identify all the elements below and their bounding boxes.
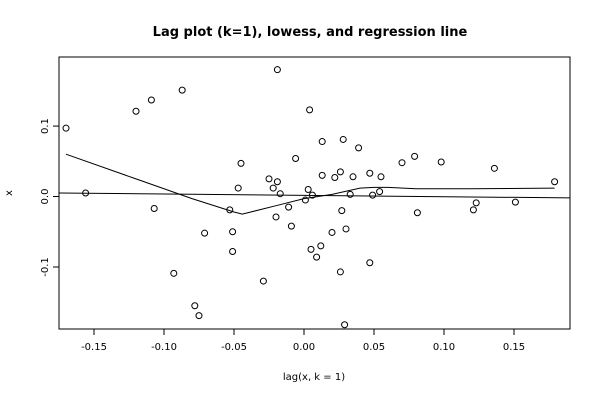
- data-point: [273, 66, 281, 74]
- regression-line: [58, 192, 571, 199]
- data-point: [195, 312, 203, 320]
- data-point: [259, 277, 267, 285]
- x-tick-label: 0.05: [363, 342, 385, 353]
- data-point: [276, 190, 284, 198]
- data-point: [318, 171, 326, 179]
- data-point: [377, 173, 385, 181]
- lowess-line: [65, 153, 555, 215]
- y-tick-label: 0.1: [40, 118, 51, 134]
- data-point: [328, 228, 336, 236]
- y-axis: -0.1 0.0 0.1: [40, 118, 60, 277]
- data-point: [147, 96, 155, 104]
- x-tick-label: 0.15: [503, 342, 525, 353]
- data-point: [229, 228, 237, 236]
- data-point: [304, 185, 312, 193]
- data-point: [472, 199, 480, 207]
- data-point: [346, 190, 354, 198]
- data-point: [366, 169, 374, 177]
- data-point: [366, 259, 374, 267]
- data-point: [191, 302, 199, 310]
- data-point: [229, 247, 237, 255]
- data-point: [308, 191, 316, 199]
- data-point: [287, 222, 295, 230]
- x-tick-label: 0.00: [293, 342, 315, 353]
- data-point: [201, 229, 209, 237]
- data-point: [265, 175, 273, 183]
- data-point: [82, 189, 90, 197]
- data-point: [336, 168, 344, 176]
- y-tick-label: -0.1: [40, 257, 51, 277]
- data-point: [341, 321, 349, 329]
- data-point: [317, 242, 325, 250]
- data-point: [413, 209, 421, 217]
- data-point: [132, 107, 140, 115]
- data-point: [269, 184, 277, 192]
- data-point: [313, 253, 321, 261]
- data-point: [150, 205, 158, 213]
- data-point: [318, 138, 326, 146]
- data-point: [411, 152, 419, 160]
- x-tick-label: 0.10: [433, 342, 455, 353]
- data-point: [339, 135, 347, 143]
- x-tick-label: -0.05: [221, 342, 247, 353]
- data-point: [306, 106, 314, 114]
- data-point: [398, 159, 406, 167]
- data-point: [551, 178, 559, 186]
- data-point: [338, 207, 346, 215]
- data-point: [342, 225, 350, 233]
- data-point: [62, 124, 70, 132]
- data-point: [369, 191, 377, 199]
- y-tick-label: 0.0: [40, 189, 51, 205]
- data-point: [437, 158, 445, 166]
- fit-lines: [58, 153, 571, 215]
- data-point: [273, 178, 281, 186]
- data-point: [376, 188, 384, 196]
- x-tick-label: -0.10: [151, 342, 177, 353]
- data-point: [336, 268, 344, 276]
- data-point: [307, 245, 315, 253]
- data-point: [285, 203, 293, 211]
- y-axis-label: x: [4, 190, 15, 196]
- data-point: [234, 184, 242, 192]
- data-point: [349, 173, 357, 181]
- chart-title: Lag plot (k=1), lowess, and regression l…: [153, 25, 468, 40]
- data-point: [355, 144, 363, 152]
- x-axis-label: lag(x, k = 1): [283, 372, 345, 383]
- data-point: [331, 173, 339, 181]
- data-point: [226, 206, 234, 214]
- data-point: [170, 269, 178, 277]
- data-point: [511, 198, 519, 206]
- data-point: [490, 164, 498, 172]
- scatter-points: [62, 66, 559, 329]
- data-point: [469, 206, 477, 214]
- data-point: [301, 196, 309, 204]
- data-point: [272, 213, 280, 221]
- data-point: [178, 86, 186, 94]
- data-point: [292, 154, 300, 162]
- x-axis: -0.15 -0.10 -0.05 0.00 0.05 0.10 0.15: [81, 328, 525, 353]
- data-point: [237, 159, 245, 167]
- x-tick-label: -0.15: [81, 342, 107, 353]
